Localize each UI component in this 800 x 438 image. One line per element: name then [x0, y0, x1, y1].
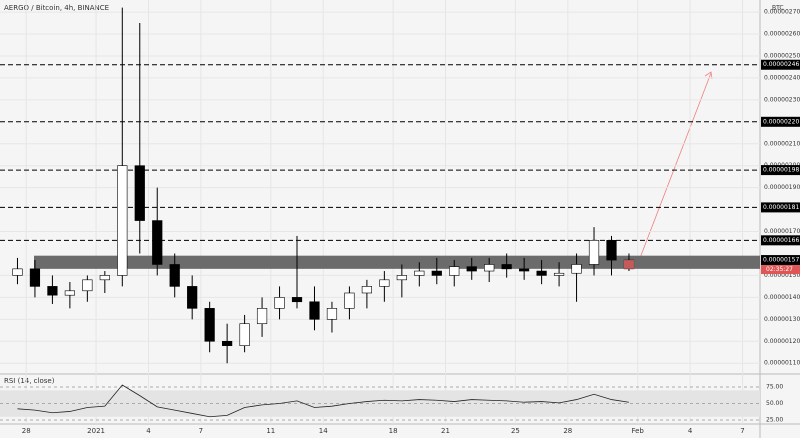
candle-body: [606, 240, 617, 261]
candle-body: [12, 268, 23, 276]
y-tick-label: 0.00000140: [764, 294, 800, 301]
candle-body: [484, 264, 495, 272]
price-label-box: [761, 255, 800, 266]
y-tick-label: 0.00000190: [764, 184, 800, 191]
level-label: 0.00000166: [763, 237, 799, 244]
level-label: 0.00000181: [763, 204, 799, 211]
candle-body: [344, 292, 355, 309]
x-tick-label: 18: [389, 427, 398, 435]
rsi-tick-label: 50.00: [766, 400, 783, 407]
candle-body: [274, 297, 285, 309]
candle-body: [82, 279, 93, 292]
candle-body: [501, 264, 512, 270]
candle-body: [396, 275, 407, 281]
candle-body: [152, 220, 163, 265]
last-candle-highlight: [623, 260, 634, 269]
x-tick-label: 4: [688, 427, 693, 435]
level-label-box: [761, 116, 800, 127]
price-label: 0.00000157: [763, 257, 799, 264]
y-tick-label: 0.00000270: [764, 9, 800, 16]
x-tick-label: 4: [146, 427, 151, 435]
x-tick-label: 28: [563, 427, 572, 435]
candle-body: [47, 286, 58, 296]
candle-body: [99, 275, 110, 281]
candle-body: [291, 297, 303, 303]
candle-body: [204, 308, 215, 342]
level-label: 0.00000220: [763, 118, 799, 125]
x-tick-label: 11: [266, 427, 275, 435]
rsi-line: [17, 384, 630, 418]
y-tick-label: 0.00000260: [764, 31, 800, 38]
candle-body: [169, 264, 180, 287]
candle-body: [553, 272, 565, 276]
y-tick-label: 0.00000250: [764, 52, 800, 59]
x-tick-label: 2021: [87, 427, 105, 435]
y-tick-label: 0.00000150: [764, 272, 800, 279]
candle-body: [588, 240, 600, 265]
candle-body: [64, 290, 75, 296]
candle-body: [222, 340, 233, 346]
x-tick-label: 21: [441, 427, 450, 435]
candle-body: [466, 266, 477, 272]
level-label: 0.00000198: [763, 167, 799, 174]
candle-body: [431, 270, 442, 276]
candle-body: [571, 264, 582, 274]
candle-body: [414, 270, 425, 276]
level-label-box: [761, 165, 800, 176]
level-label-box: [761, 235, 800, 246]
y-tick-label: 0.00000230: [764, 96, 800, 103]
x-tick-label: 7: [199, 427, 203, 435]
level-label-box: [761, 202, 800, 213]
support-zone: [34, 255, 760, 269]
x-tick-label: Feb: [631, 427, 644, 435]
candle-body: [361, 286, 373, 294]
rsi-tick-label: 25.00: [766, 417, 783, 424]
rsi-title: RSI (14, close): [4, 377, 55, 385]
candle-body: [29, 268, 41, 287]
countdown: 02:35:27: [766, 266, 793, 273]
unit: BTC: [772, 5, 784, 12]
y-tick-label: 0.00000130: [764, 316, 800, 323]
chart-title: AERGO / Bitcoin, 4h, BINANCE: [4, 4, 109, 12]
level-label: 0.00000246: [763, 61, 799, 68]
countdown-box: [761, 265, 800, 275]
candle-body: [519, 268, 530, 272]
candle-body: [379, 279, 390, 287]
y-tick-label: 0.00000170: [764, 228, 800, 235]
candle-body: [134, 165, 145, 221]
y-tick-label: 0.00000240: [764, 74, 800, 81]
level-label-box: [761, 59, 800, 70]
candle-body: [326, 308, 338, 320]
y-tick-label: 0.00000120: [764, 338, 800, 345]
candle-body: [256, 308, 268, 325]
x-tick-label: 25: [511, 427, 520, 435]
candle-body: [187, 286, 198, 309]
y-tick-label: 0.00000210: [764, 140, 800, 147]
candle-body: [536, 270, 547, 276]
candle-body: [239, 323, 250, 346]
candle-body: [449, 266, 460, 276]
candle-body: [117, 165, 128, 276]
rsi-tick-label: 75.00: [766, 384, 783, 391]
x-tick-label: 7: [740, 427, 744, 435]
x-tick-label: 14: [319, 427, 328, 435]
arrow-head: [704, 71, 713, 80]
x-tick-label: 28: [22, 427, 31, 435]
candle-body: [309, 301, 320, 320]
y-tick-label: 0.00000110: [764, 360, 800, 367]
